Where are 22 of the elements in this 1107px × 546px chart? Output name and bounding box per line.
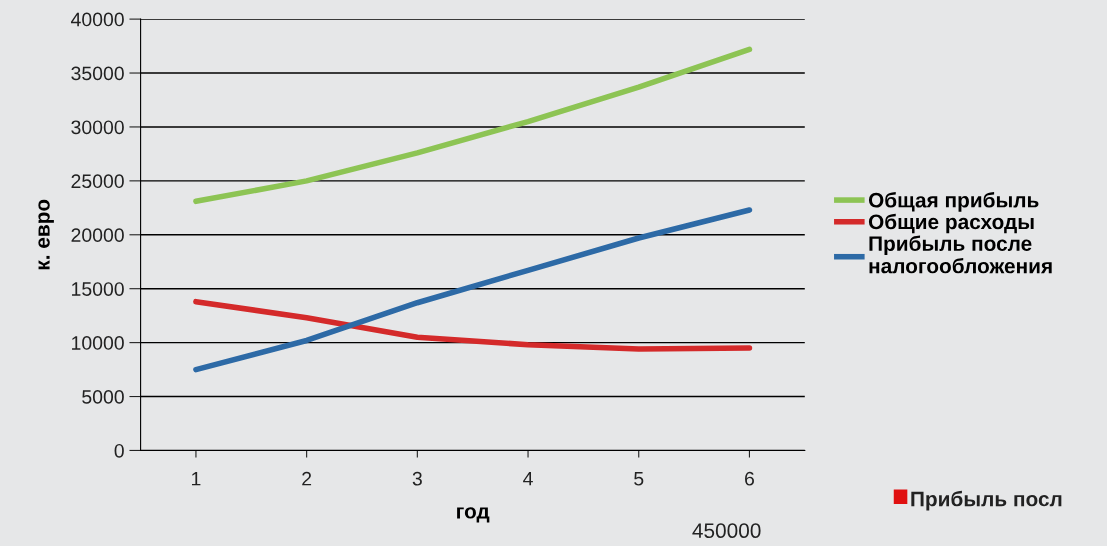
x-axis-title: год — [457, 507, 490, 523]
y-tick-label: 15000 — [72, 282, 124, 296]
x-tick-label: 4 — [523, 472, 533, 486]
legend-label: Общие расходы — [868, 213, 1034, 234]
y-tick-label: 30000 — [71, 120, 124, 135]
x-tick-label: 5 — [634, 472, 644, 486]
text: 450000 — [692, 523, 761, 539]
legend-label: Прибыль после налогообложения — [869, 235, 1052, 274]
y-tick-label: 35000 — [71, 66, 124, 81]
x-tick-label: 2 — [302, 471, 312, 486]
x-tick-label: 3 — [412, 471, 422, 486]
x-tick-label: 1 — [192, 472, 201, 486]
y-tick-label: 10000 — [72, 336, 124, 350]
y-axis-title: к. евро — [38, 199, 54, 270]
y-tick-label: 20000 — [71, 228, 124, 243]
y-tick-label: 40000 — [71, 12, 124, 27]
y-tick-label: 0 — [114, 443, 124, 458]
y-tick-label: 5000 — [82, 390, 124, 404]
legend-label: Общая прибыль — [868, 192, 1039, 212]
y-tick-label: 25000 — [71, 174, 124, 189]
text: Прибыль посл — [911, 490, 1062, 511]
x-tick-label: 6 — [745, 471, 754, 486]
